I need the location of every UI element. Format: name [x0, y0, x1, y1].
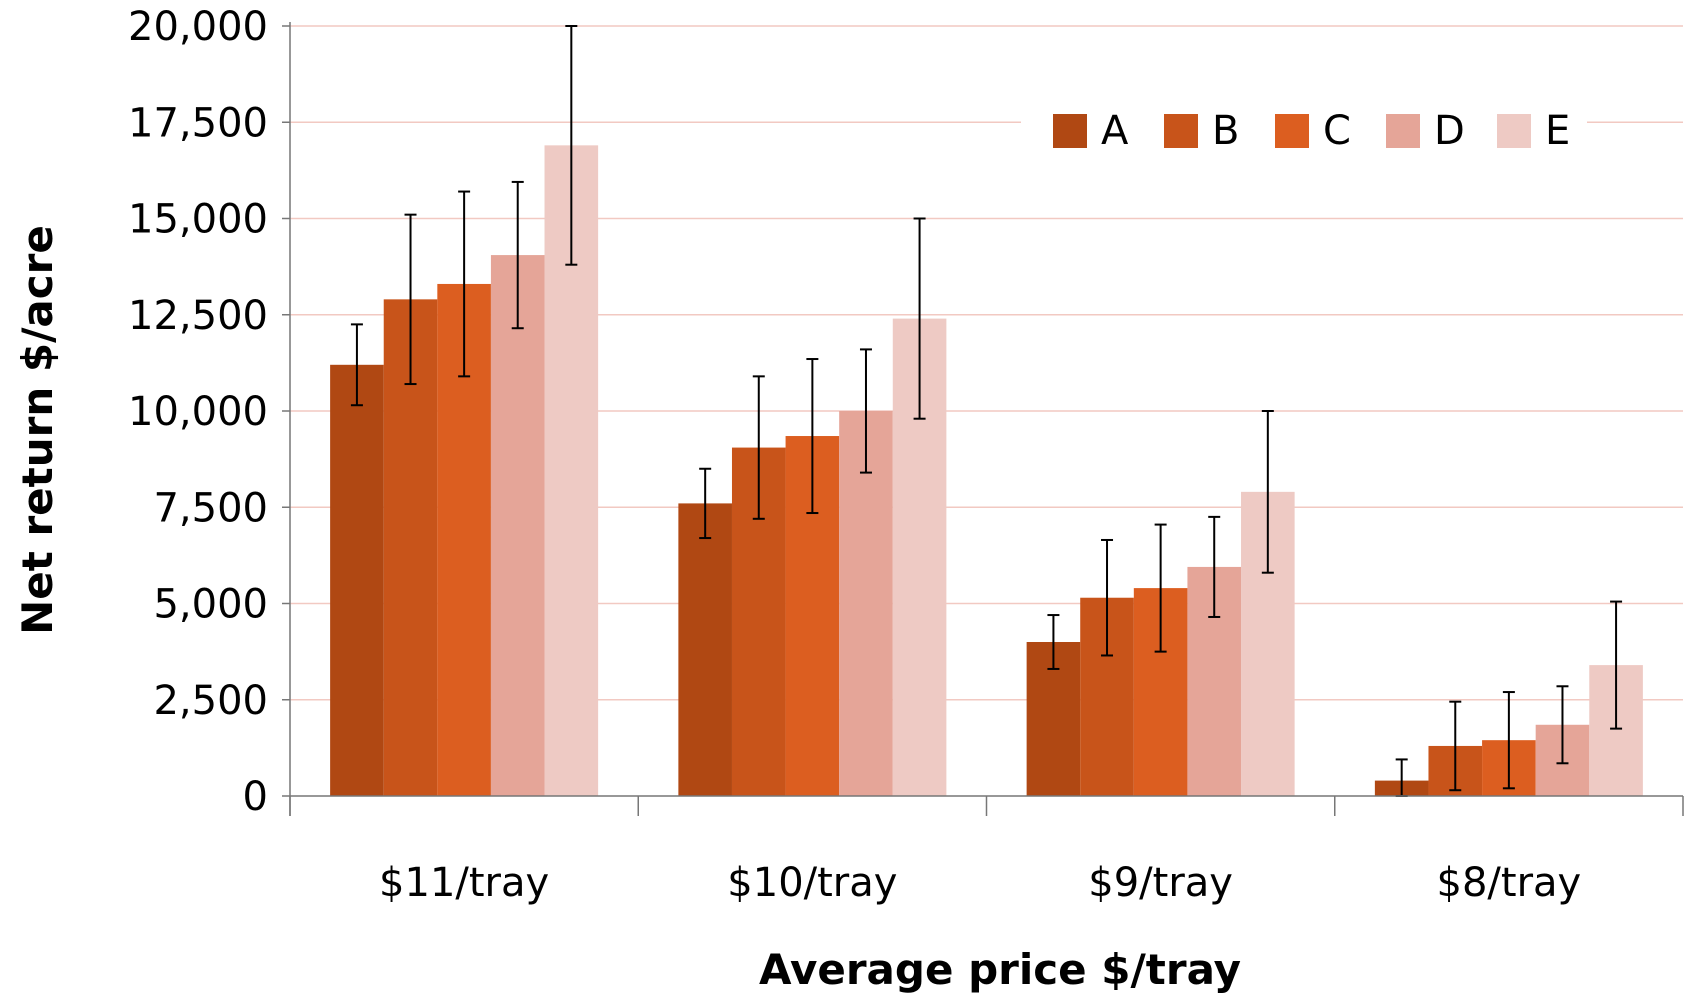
- y-tick-label: 20,000: [128, 4, 268, 50]
- legend-swatch-B: [1164, 114, 1198, 148]
- legend-label-B: B: [1212, 108, 1239, 154]
- legend-swatch-D: [1386, 114, 1420, 148]
- y-tick-label: 2,500: [153, 678, 268, 724]
- legend-swatch-E: [1497, 114, 1531, 148]
- error-bars-group: [350, 25, 1623, 797]
- y-tick-label: 17,500: [128, 100, 268, 146]
- legend-swatch-A: [1053, 114, 1087, 148]
- legend-label-C: C: [1323, 108, 1351, 154]
- y-tick-label: 10,000: [128, 389, 268, 435]
- bar-D-2: [839, 411, 893, 796]
- x-tick-label: $8/tray: [1437, 860, 1582, 906]
- y-tick-label: 5,000: [153, 582, 268, 628]
- y-axis-title: Net return $/acre: [13, 225, 62, 635]
- y-tick-label: 12,500: [128, 293, 268, 339]
- bar-A-2: [678, 503, 732, 796]
- x-axis-title: Average price $/tray: [759, 945, 1241, 994]
- legend-label-A: A: [1101, 108, 1129, 154]
- bar-A-1: [330, 364, 384, 796]
- axes: [282, 22, 1684, 816]
- bar-D-1: [490, 255, 545, 796]
- legend-swatch-C: [1275, 114, 1309, 148]
- legend-label-D: D: [1434, 108, 1465, 154]
- x-tick-labels: $11/tray $10/tray $9/tray $8/tray: [379, 860, 1581, 906]
- y-tick-labels: 0 2,500 5,000 7,500 10,000 12,500 15,000 17,500…: [128, 4, 268, 820]
- x-tick-label: $11/tray: [379, 860, 549, 906]
- legend-label-E: E: [1545, 108, 1570, 154]
- legend: A B C D E: [1021, 95, 1587, 154]
- y-tick-label: 7,500: [153, 485, 268, 531]
- x-tick-label: $9/tray: [1088, 860, 1233, 906]
- y-tick-label: 15,000: [128, 197, 268, 243]
- x-tick-label: $10/tray: [727, 860, 897, 906]
- y-tick-label: 0: [243, 774, 268, 820]
- bars-group: [330, 145, 1643, 797]
